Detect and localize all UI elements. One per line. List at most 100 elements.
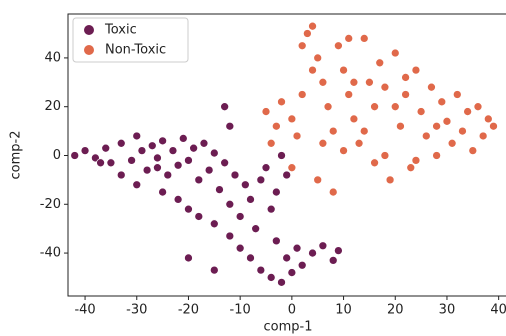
point xyxy=(401,90,410,99)
point xyxy=(380,82,390,92)
point xyxy=(370,158,379,168)
point xyxy=(478,131,488,141)
point xyxy=(308,65,317,75)
point xyxy=(297,41,307,51)
point xyxy=(318,241,328,251)
point xyxy=(246,253,255,263)
point xyxy=(334,246,343,255)
points xyxy=(70,21,498,287)
point xyxy=(396,121,405,131)
point xyxy=(277,97,286,107)
point xyxy=(297,90,307,99)
point xyxy=(297,260,307,270)
point xyxy=(101,143,111,153)
point xyxy=(344,90,354,99)
point xyxy=(489,121,498,131)
point xyxy=(158,136,167,146)
x-axis-label: comp-1 xyxy=(264,320,313,335)
point xyxy=(411,156,421,165)
legend-marker xyxy=(84,25,94,35)
point xyxy=(287,163,297,173)
point xyxy=(272,121,281,131)
point xyxy=(235,212,245,221)
point xyxy=(184,156,193,165)
point xyxy=(163,170,173,180)
x-tick-label: 20 xyxy=(387,303,404,318)
point xyxy=(370,102,379,112)
point xyxy=(458,126,467,136)
point xyxy=(96,158,105,168)
point xyxy=(272,236,281,246)
point xyxy=(401,73,410,82)
point xyxy=(318,77,328,87)
point xyxy=(204,165,214,175)
point xyxy=(116,170,126,180)
y-tick-label: 40 xyxy=(44,50,61,65)
point xyxy=(199,138,209,148)
point xyxy=(375,58,385,68)
point xyxy=(184,204,193,214)
point xyxy=(292,131,302,141)
point xyxy=(256,175,266,185)
point xyxy=(173,160,183,170)
point xyxy=(282,170,292,180)
point xyxy=(344,34,354,43)
point xyxy=(287,268,297,277)
point xyxy=(411,65,421,75)
point xyxy=(349,114,359,124)
point xyxy=(116,138,126,148)
point xyxy=(147,141,157,151)
point xyxy=(463,107,472,116)
point xyxy=(432,121,441,131)
point xyxy=(339,146,348,155)
point xyxy=(323,102,333,112)
point xyxy=(178,134,188,143)
point xyxy=(452,90,462,99)
x-tick-label: -20 xyxy=(178,303,199,318)
point xyxy=(432,151,441,160)
point xyxy=(168,146,178,155)
y-tick-label: 20 xyxy=(44,99,61,114)
point xyxy=(158,187,167,197)
point xyxy=(359,126,369,136)
point xyxy=(235,243,245,253)
point xyxy=(220,158,230,168)
point xyxy=(246,195,255,204)
point xyxy=(442,116,452,126)
point xyxy=(380,151,390,160)
point xyxy=(189,143,198,153)
point xyxy=(256,265,266,275)
point xyxy=(80,146,90,155)
point xyxy=(240,180,250,190)
point xyxy=(142,165,152,175)
point xyxy=(209,219,219,229)
point xyxy=(277,151,286,160)
y-tick-label: 0 xyxy=(53,148,61,163)
point xyxy=(313,175,323,185)
point xyxy=(313,53,323,63)
point xyxy=(390,102,400,112)
point xyxy=(194,212,204,221)
point xyxy=(184,253,193,263)
point xyxy=(328,126,338,136)
point xyxy=(137,146,147,155)
point xyxy=(153,163,162,173)
point xyxy=(365,77,374,87)
legend-marker xyxy=(84,45,94,55)
point xyxy=(230,170,240,180)
point xyxy=(303,29,312,38)
point xyxy=(272,187,281,197)
point xyxy=(328,187,338,197)
point xyxy=(282,253,292,263)
legend-box xyxy=(72,17,189,63)
x-tick-label: -40 xyxy=(74,303,95,318)
point xyxy=(220,102,230,112)
point xyxy=(127,156,136,165)
point xyxy=(483,114,493,124)
point xyxy=(287,114,297,124)
point xyxy=(416,107,426,116)
legend-label: Non-Toxic xyxy=(105,43,166,58)
point xyxy=(266,273,276,282)
point xyxy=(421,131,431,141)
point xyxy=(328,256,338,265)
